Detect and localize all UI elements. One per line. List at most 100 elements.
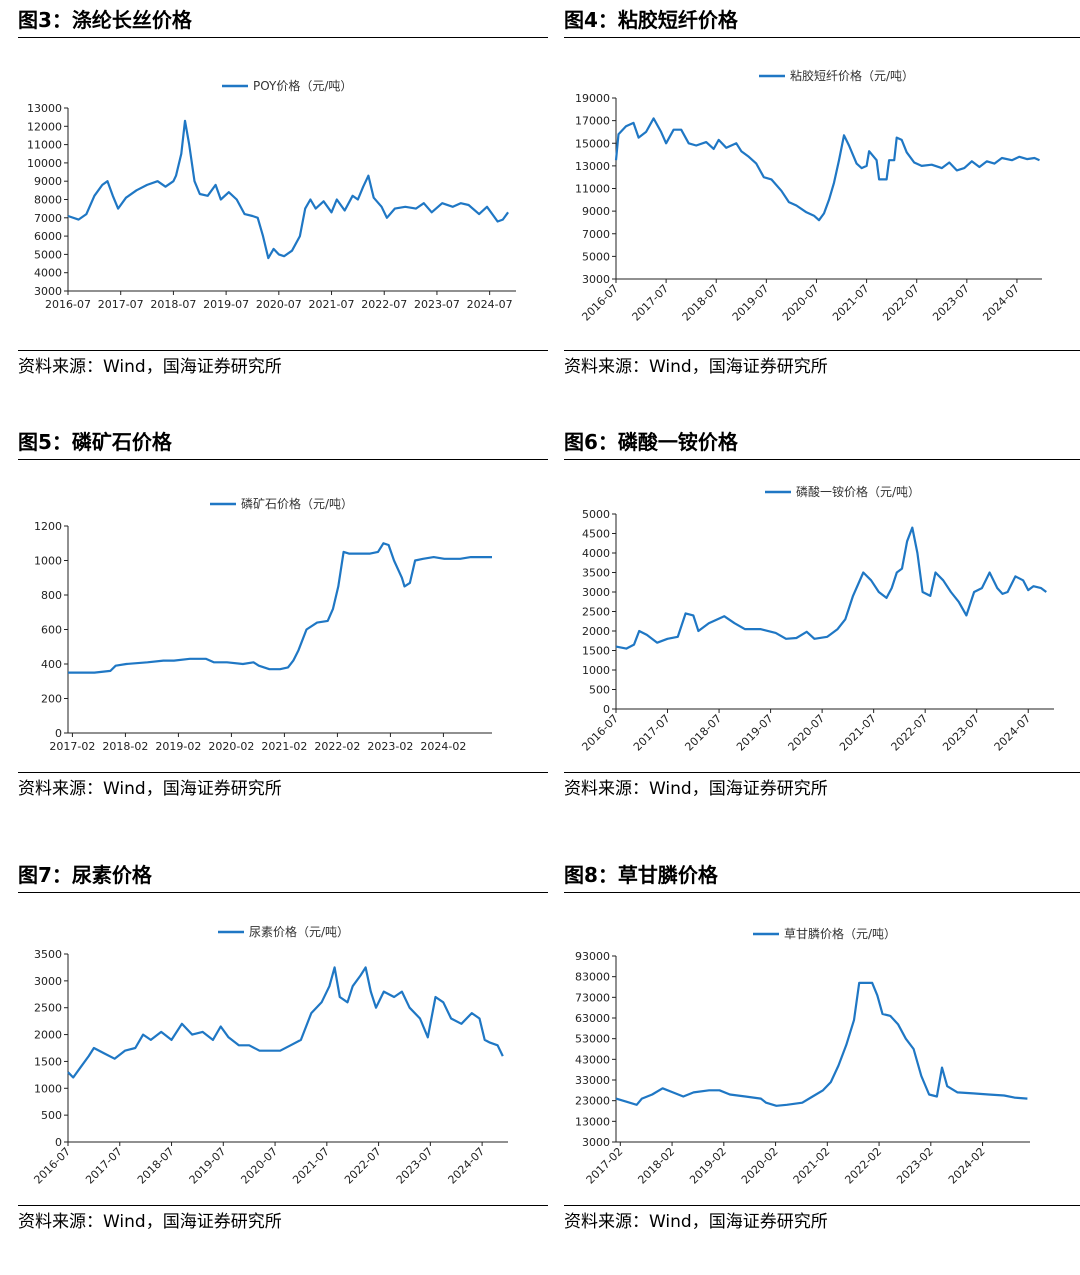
x-tick-label: 2023-07 (394, 1145, 436, 1187)
x-tick-label: 2018-07 (680, 282, 722, 324)
x-tick-label: 2024-07 (467, 298, 513, 311)
y-tick-label: 8000 (34, 194, 62, 207)
x-tick-label: 2020-02 (739, 1145, 781, 1187)
legend-label: 草甘膦价格（元/吨） (784, 926, 896, 941)
x-tick-label: 2019-02 (687, 1145, 729, 1187)
y-tick-label: 10000 (27, 157, 62, 170)
figure-title: 图6：磷酸一铵价格 (564, 430, 738, 454)
figure-title: 图4：粘胶短纤价格 (564, 8, 738, 32)
x-tick-label: 2023-07 (414, 298, 460, 311)
source-note: 资料来源：Wind，国海证券研究所 (18, 357, 282, 377)
x-tick-label: 2018-07 (150, 298, 196, 311)
y-tick-label: 5000 (582, 250, 610, 263)
y-tick-label: 5000 (34, 248, 62, 261)
chart-fig3: POY价格（元/吨） 3000 4000 5000 6000 7000 8000 9000 10… (27, 78, 516, 311)
y-tick-label: 33000 (575, 1074, 610, 1087)
x-tick-label: 2019-07 (187, 1145, 229, 1187)
y-tick-label: 23000 (575, 1095, 610, 1108)
x-tick-label: 2020-07 (256, 298, 302, 311)
x-tick-label: 2022-02 (842, 1145, 884, 1187)
y-tick-label: 6000 (34, 230, 62, 243)
y-tick-label: 1000 (582, 664, 610, 677)
legend-label: 尿素价格（元/吨） (249, 924, 349, 939)
y-tick-label: 0 (55, 1136, 62, 1149)
source-rule (564, 772, 1080, 773)
x-tick-label: 2021-07 (837, 712, 879, 754)
x-tick-label: 2022-02 (314, 740, 360, 753)
y-tick-label: 43000 (575, 1053, 610, 1066)
x-tick-label: 2017-02 (584, 1145, 626, 1187)
y-tick-label: 1000 (34, 1082, 62, 1095)
y-tick-label: 1000 (34, 555, 62, 568)
x-tick-label: 2018-07 (135, 1145, 177, 1187)
x-tick-label: 2021-07 (290, 1145, 332, 1187)
x-tick-label: 2017-07 (631, 712, 673, 754)
figure-title: 图7：尿素价格 (18, 863, 152, 887)
x-tick-label: 2021-07 (830, 282, 872, 324)
x-tick-label: 2017-07 (98, 298, 144, 311)
x-tick-label: 2018-02 (635, 1145, 677, 1187)
panel-fig7: 图7：尿素价格 尿素价格（元/吨） 0 500 1000 1500 2000 2500 300… (18, 855, 548, 1275)
title-rule (18, 37, 548, 38)
series-line (67, 966, 504, 1079)
source-note: 资料来源：Wind，国海证券研究所 (18, 1212, 282, 1232)
x-tick-label: 2020-07 (238, 1145, 280, 1187)
y-tick-label: 17000 (575, 115, 610, 128)
x-tick-label: 2024-07 (980, 282, 1022, 324)
x-tick-label: 2024-02 (420, 740, 466, 753)
y-tick-label: 0 (603, 703, 610, 716)
x-tick-label: 2024-02 (946, 1145, 988, 1187)
x-tick-label: 2020-02 (208, 740, 254, 753)
source-note: 资料来源：Wind，国海证券研究所 (18, 779, 282, 799)
x-tick-label: 2020-07 (780, 282, 822, 324)
title-rule (564, 892, 1080, 893)
x-tick-label: 2021-02 (791, 1145, 833, 1187)
y-tick-label: 3000 (34, 285, 62, 298)
y-tick-label: 7000 (582, 228, 610, 241)
y-tick-label: 3000 (582, 1136, 610, 1149)
y-tick-label: 13000 (575, 1115, 610, 1128)
x-tick-label: 2019-07 (203, 298, 249, 311)
x-tick-label: 2020-07 (786, 712, 828, 754)
x-tick-label: 2019-02 (155, 740, 201, 753)
chart-fig4: 粘胶短纤价格（元/吨） 3000 5000 7000 9000 11000 13000 150… (575, 68, 1042, 324)
source-note: 资料来源：Wind，国海证券研究所 (564, 357, 828, 377)
x-tick-label: 2023-02 (894, 1145, 936, 1187)
legend-label: 粘胶短纤价格（元/吨） (790, 68, 914, 83)
x-tick-label: 2018-07 (682, 712, 724, 754)
y-tick-label: 13000 (575, 160, 610, 173)
legend-label: 磷酸一铵价格（元/吨） (796, 484, 920, 499)
y-tick-label: 4000 (34, 267, 62, 280)
x-tick-label: 2023-07 (930, 282, 972, 324)
figure-title: 图3：涤纶长丝价格 (18, 8, 192, 32)
series-line (615, 526, 1047, 650)
x-tick-label: 2023-07 (940, 712, 982, 754)
x-tick-label: 2021-02 (261, 740, 307, 753)
y-tick-label: 400 (41, 658, 62, 671)
panel-fig4: 图4：粘胶短纤价格 粘胶短纤价格（元/吨） 3000 5000 7000 9000 110… (564, 0, 1080, 420)
x-tick-label: 2017-02 (49, 740, 95, 753)
panel-fig3: 图3：涤纶长丝价格 POY价格（元/吨） 3000 4000 5000 6000 7000… (18, 0, 548, 420)
source-note: 资料来源：Wind，国海证券研究所 (564, 779, 828, 799)
x-tick-label: 2024-07 (992, 712, 1034, 754)
panel-fig5: 图5：磷矿石价格 磷矿石价格（元/吨） 0 200 400 600 800 1000 1200… (18, 422, 548, 842)
x-tick-label: 2017-07 (630, 282, 672, 324)
y-tick-label: 7000 (34, 212, 62, 225)
y-tick-label: 12000 (27, 120, 62, 133)
y-tick-label: 3000 (34, 975, 62, 988)
x-tick-label: 2023-02 (367, 740, 413, 753)
x-tick-label: 2018-02 (102, 740, 148, 753)
y-tick-label: 83000 (575, 971, 610, 984)
series-line (615, 981, 1028, 1107)
y-tick-label: 1500 (582, 645, 610, 658)
title-rule (18, 459, 548, 460)
y-tick-label: 2000 (34, 1029, 62, 1042)
y-tick-label: 11000 (575, 183, 610, 196)
title-rule (564, 37, 1080, 38)
x-tick-label: 2024-07 (446, 1145, 488, 1187)
source-rule (564, 350, 1080, 351)
x-tick-label: 2022-07 (342, 1145, 384, 1187)
y-tick-label: 800 (41, 589, 62, 602)
y-tick-label: 0 (55, 727, 62, 740)
x-tick-label: 2016-07 (45, 298, 91, 311)
